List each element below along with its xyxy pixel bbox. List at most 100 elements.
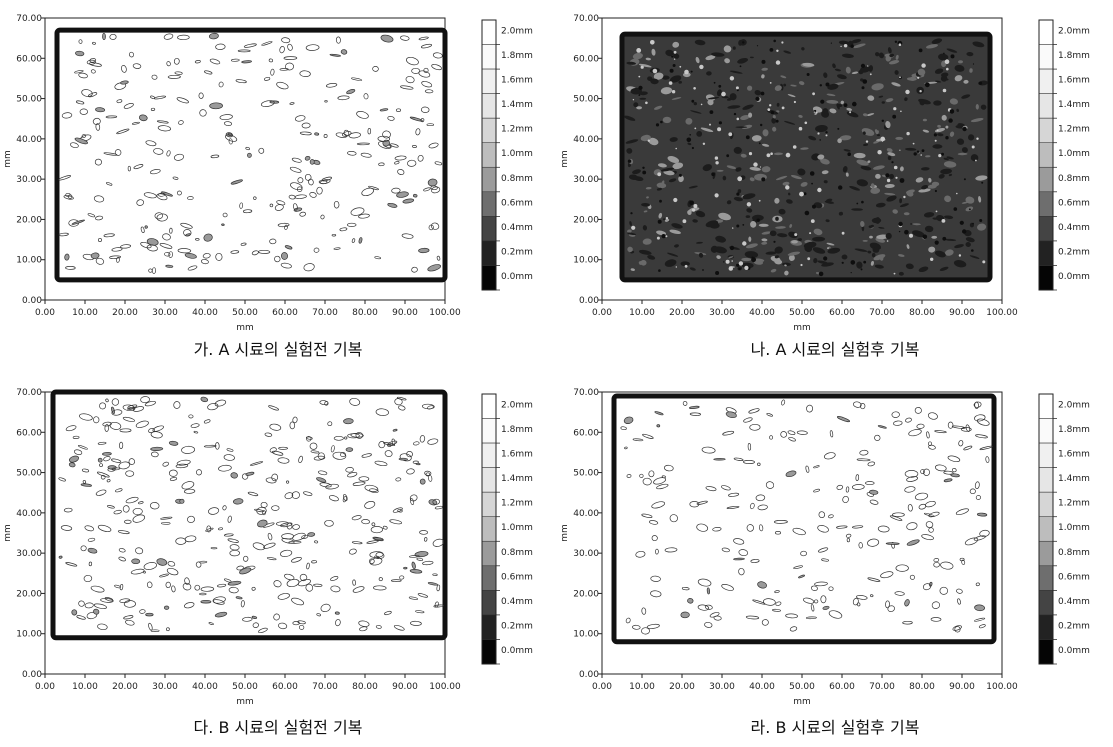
contour-blob [645,57,651,61]
contour-blob [926,44,938,49]
contour-blob [93,603,107,609]
contour-blob [969,255,980,259]
contour-speck [933,133,937,137]
contour-blob [343,494,348,502]
contour-blob [298,455,303,464]
contour-speck [731,260,733,262]
contour-blob [828,246,831,249]
contour-blob [914,407,922,414]
legend-swatch [1038,565,1054,591]
contour-blob [324,519,334,527]
contour-blob [307,532,316,537]
contour-blob [818,511,826,519]
contour-blob [143,562,157,570]
contour-blob [733,196,743,202]
contour-blob [905,189,915,194]
contour-blob [252,542,266,551]
contour-blob [893,420,903,426]
contour-blob [387,202,398,208]
contour-blob [802,62,815,67]
contour-blob [642,433,654,439]
contour-blob [87,537,96,542]
contour-speck [642,170,647,175]
contour-blob [344,436,348,440]
contour-blob [95,107,106,113]
contour-blob [187,196,194,201]
contour-blob [724,58,730,64]
contour-blob [735,126,748,128]
contour-blob [836,484,844,490]
legend-swatch [1038,142,1054,168]
contour-blob [214,399,227,407]
contour-blob [800,147,809,150]
contour-blob [886,148,893,153]
contour-blob [327,421,333,427]
contour-blob [384,610,392,616]
contour-blob [122,505,130,513]
contour-blob [209,58,221,65]
contour-blob [721,547,730,553]
contour-blob [135,420,149,428]
contour-blob [845,172,849,177]
contour-blob [129,51,134,58]
contour-blob [235,596,243,600]
contour-blob [377,135,391,142]
contour-blob [804,244,813,253]
contour-blob [420,106,430,113]
contour-blob [840,100,845,105]
contour-speck [936,129,939,132]
contour-blob [127,165,131,172]
contour-blob [925,500,936,508]
contour-blob [294,194,307,199]
contour-speck [810,219,815,224]
legend-swatch [1038,117,1054,143]
contour-blob [630,268,635,271]
contour-blob [268,58,274,63]
contour-blob [168,251,173,258]
contour-blob [325,83,338,88]
contour-blob [420,43,433,49]
contour-blob [273,580,282,588]
contour-speck [893,107,897,111]
contour-blob [789,626,798,632]
contour-speck [652,68,658,74]
contour-blob [669,229,681,235]
contour-blob [96,471,110,478]
contour-blob [418,36,429,41]
contour-blob [941,72,949,78]
contour-blob [144,225,148,229]
x-axis-label: mm [236,697,254,707]
contour-blob [153,148,164,155]
legend-label: 1.4mm [1058,474,1090,484]
contour-blob [351,515,362,521]
contour-blob [918,188,931,193]
contour-blob [642,477,652,486]
contour-blob [669,514,678,523]
contour-blob [813,258,818,264]
contour-speck [647,139,650,142]
contour-blob [140,226,145,233]
contour-speck [894,40,898,43]
contour-blob [122,404,136,412]
contour-blob [951,468,957,473]
contour-blob [71,609,78,616]
y-tick-label: 70.00 [16,388,42,398]
contour-blob [218,81,224,88]
contour-blob [269,447,277,453]
contour-blob [161,521,171,525]
contour-blob [79,108,88,115]
contour-speck [673,197,678,203]
contour-blob [173,153,185,161]
contour-blob [360,152,372,158]
contour-blob [701,446,716,454]
contour-blob [339,227,348,232]
contour-speck [714,193,719,198]
contour-speck [860,63,866,68]
contour-blob [374,460,388,467]
contour-blob [726,165,737,169]
contour-blob [733,557,745,561]
contour-blob [223,121,233,126]
contour-speck [948,118,953,123]
contour-blob [813,599,819,604]
contour-blob [863,143,869,147]
